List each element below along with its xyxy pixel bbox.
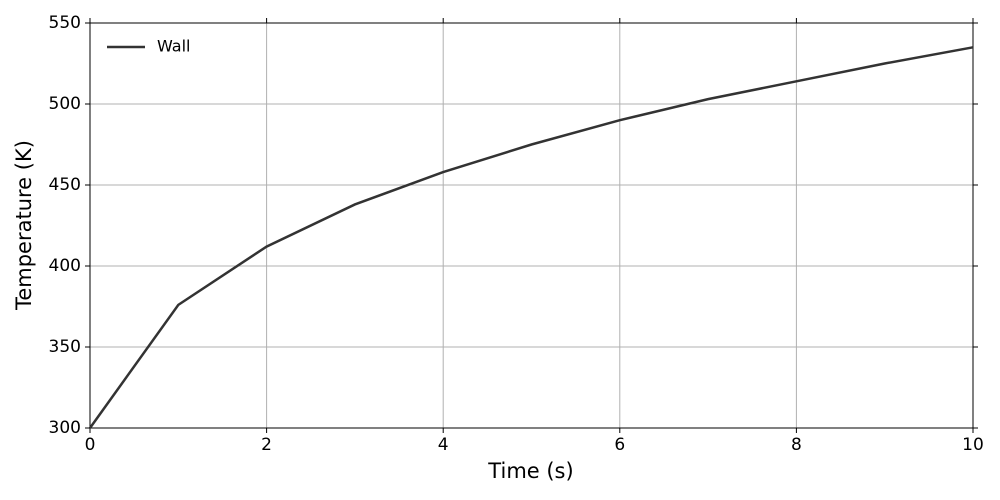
y-tick-label: 400 bbox=[49, 256, 81, 276]
y-tick-label: 300 bbox=[49, 418, 81, 438]
x-tick-label: 0 bbox=[85, 435, 96, 455]
x-tick-label: 10 bbox=[962, 435, 984, 455]
line bbox=[88, 46, 974, 429]
x-tick-label: 8 bbox=[791, 435, 802, 455]
x-tick-label: 6 bbox=[614, 435, 625, 455]
y-tick-label: 450 bbox=[49, 175, 81, 195]
y-tick-label: 550 bbox=[49, 13, 81, 33]
x-axis-label: Time (s) bbox=[487, 459, 573, 483]
legend-label: Wall bbox=[157, 37, 191, 56]
y-tick-label: 350 bbox=[49, 337, 81, 357]
y-axis-label: Temperature (K) bbox=[12, 140, 36, 311]
x-tick-label: 2 bbox=[261, 435, 272, 455]
plot-frame bbox=[89, 22, 974, 429]
y-tick-label: 500 bbox=[49, 94, 81, 114]
x-tick-label: 4 bbox=[438, 435, 449, 455]
